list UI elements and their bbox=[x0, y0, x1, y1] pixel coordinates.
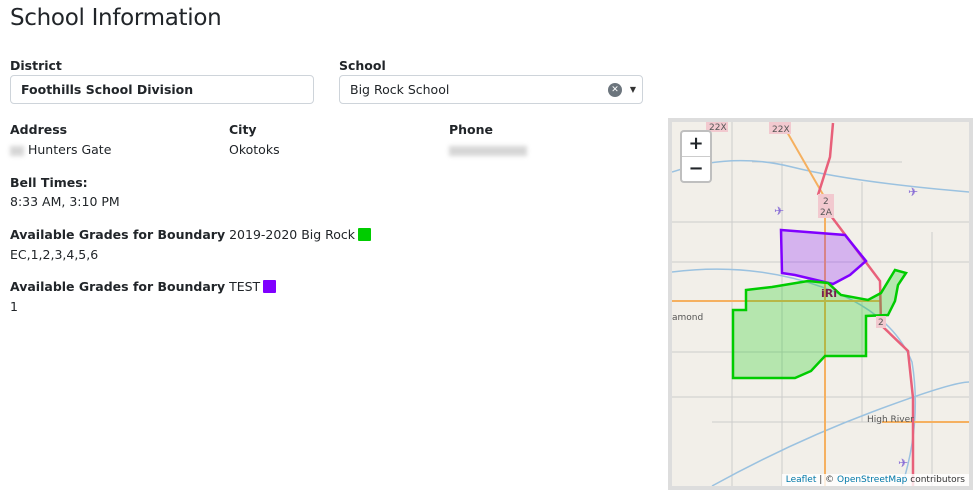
page-title: School Information bbox=[10, 5, 222, 31]
map-label: 22X bbox=[709, 123, 727, 133]
svg-text:✈: ✈ bbox=[898, 456, 908, 470]
boundary-name: 2019-2020 Big Rock bbox=[229, 227, 356, 242]
district-label: District bbox=[10, 58, 62, 73]
school-label: School bbox=[339, 58, 386, 73]
bell-times-value: 8:33 AM, 3:10 PM bbox=[10, 194, 120, 209]
address-text: Hunters Gate bbox=[27, 142, 112, 157]
boundary-grades: EC,1,2,3,4,5,6 bbox=[10, 247, 99, 262]
highway bbox=[816, 122, 915, 486]
zoom-in-button[interactable]: + bbox=[688, 133, 704, 154]
airport-icon: ✈ ✈ ✈ bbox=[774, 185, 918, 470]
boundary-big-rock-polygon bbox=[731, 268, 909, 380]
map-label: High River bbox=[867, 415, 914, 425]
boundary-color-swatch bbox=[263, 280, 277, 293]
boundary-heading: Available Grades for Boundary TEST bbox=[10, 279, 277, 294]
address-value: Hunters Gate bbox=[10, 142, 111, 157]
zoom-out-button[interactable]: − bbox=[682, 156, 710, 181]
boundary-label: Available Grades for Boundary bbox=[10, 279, 226, 294]
boundary-map[interactable]: iRi 22X 22X 2 2A 2 amond High River ✈ ✈ ✈ +… bbox=[668, 118, 973, 490]
map-label: 2A bbox=[820, 208, 833, 218]
boundary-color-swatch bbox=[358, 228, 372, 241]
caret-down-icon[interactable]: ▼ bbox=[629, 85, 636, 94]
river bbox=[672, 159, 969, 193]
leaflet-link[interactable]: Leaflet bbox=[785, 475, 817, 485]
map-label: 2 bbox=[878, 318, 884, 328]
district-field[interactable]: Foothills School Division bbox=[10, 75, 314, 104]
boundary-heading: Available Grades for Boundary 2019-2020 … bbox=[10, 227, 372, 242]
boundary-label: Available Grades for Boundary bbox=[10, 227, 226, 242]
address-label: Address bbox=[10, 122, 68, 137]
map-attribution: Leaflet | © OpenStreetMap contributors bbox=[781, 474, 969, 486]
clear-icon[interactable]: ✕ bbox=[608, 83, 622, 97]
svg-text:✈: ✈ bbox=[908, 185, 918, 199]
boundary-name: TEST bbox=[229, 279, 261, 294]
map-tiles: iRi 22X 22X 22A 2 amond High River ✈✈✈ bbox=[672, 122, 969, 486]
school-select[interactable]: Big Rock School ✕ ▼ bbox=[339, 75, 643, 104]
osm-link[interactable]: OpenStreetMap bbox=[837, 475, 908, 485]
attribution-suffix: contributors bbox=[907, 475, 965, 485]
redacted-phone bbox=[449, 145, 527, 156]
school-marker-icon: iRi bbox=[821, 287, 837, 300]
river bbox=[711, 381, 969, 486]
map-label: amond bbox=[672, 313, 703, 323]
city-label: City bbox=[229, 122, 257, 137]
phone-value bbox=[449, 142, 527, 157]
map-label: 2 bbox=[823, 197, 829, 207]
map-label: 22X bbox=[772, 125, 790, 135]
boundary-grades: 1 bbox=[10, 299, 18, 314]
zoom-control: + − bbox=[680, 130, 712, 183]
svg-text:✈: ✈ bbox=[774, 204, 784, 218]
bell-times-label: Bell Times: bbox=[10, 175, 88, 190]
attribution-sep: | © bbox=[816, 475, 838, 485]
school-select-value: Big Rock School bbox=[350, 82, 450, 97]
redacted-number bbox=[10, 145, 24, 156]
city-value: Okotoks bbox=[229, 142, 280, 157]
boundary-test-polygon bbox=[779, 228, 868, 286]
phone-label: Phone bbox=[449, 122, 494, 137]
